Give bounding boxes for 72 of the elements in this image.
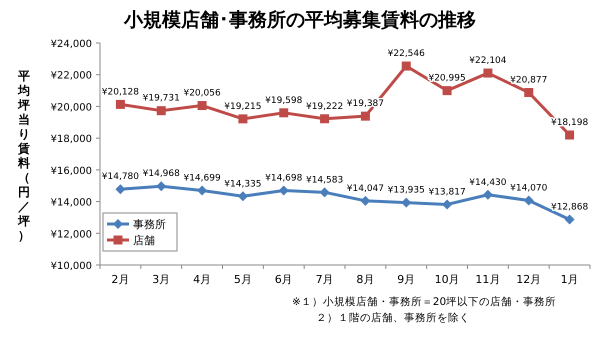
data-label: ¥14,780 [102, 172, 140, 182]
y-tick-label: ¥14,000 [50, 198, 92, 209]
data-label: ¥14,070 [510, 183, 548, 194]
point [238, 191, 248, 202]
data-label: ¥14,047 [346, 184, 384, 194]
chart-title: 小規模店舗･事務所の平均募集賃料の推移 [123, 9, 476, 31]
data-label: ¥20,128 [102, 87, 140, 98]
point [482, 190, 493, 200]
x-tick-label: 4月 [193, 273, 212, 286]
data-label: ¥14,698 [265, 174, 303, 184]
data-label: ¥14,968 [142, 169, 180, 180]
y-tick-label: ¥20,000 [50, 102, 92, 114]
point [524, 195, 534, 206]
point [360, 112, 370, 121]
x-tick-label: 5月 [234, 273, 252, 286]
data-label: ¥19,731 [142, 94, 180, 104]
x-tick-label: 7月 [316, 273, 334, 286]
x-tick-label: 9月 [397, 273, 416, 286]
point [565, 130, 574, 140]
point [198, 101, 207, 110]
x-tick-label: 8月 [356, 273, 374, 286]
point [483, 68, 492, 78]
point [401, 198, 412, 208]
data-label: ¥14,335 [224, 179, 262, 190]
legend-label: 事務所 [133, 218, 166, 231]
data-label: ¥13,935 [388, 186, 425, 196]
x-tick-label: 6月 [274, 273, 293, 286]
point [279, 108, 288, 118]
point [238, 114, 248, 124]
data-label: ¥19,222 [306, 102, 344, 112]
data-label: ¥12,868 [550, 202, 588, 213]
data-label: ¥19,215 [224, 102, 262, 112]
y-tick-label: ¥24,000 [50, 39, 92, 50]
x-tick-label: 12月 [516, 273, 542, 286]
data-label: ¥13,817 [428, 187, 466, 198]
data-label: ¥20,056 [183, 88, 221, 99]
y-tick-label: ¥18,000 [50, 134, 92, 146]
point [360, 196, 370, 206]
x-tick-label: 11月 [475, 273, 500, 286]
point [156, 106, 166, 116]
point [442, 199, 452, 210]
point [116, 100, 125, 109]
data-label: ¥14,583 [306, 175, 344, 186]
text: ※１）小規模店舗・事務所＝20坪以下の店舗・事務所 [292, 295, 556, 308]
text: ２）１階の店舗、事務所を除く [316, 311, 470, 324]
y-tick-label: ¥16,000 [50, 166, 92, 177]
x-tick-label: 1月 [560, 273, 579, 286]
y-tick-label: ¥22,000 [50, 70, 92, 82]
data-label: ¥20,995 [428, 74, 466, 84]
point [278, 186, 289, 196]
point [115, 184, 126, 194]
data-label: ¥22,104 [469, 56, 507, 66]
data-label: ¥20,877 [510, 76, 548, 86]
point [442, 86, 452, 96]
point [156, 181, 166, 192]
point [197, 185, 208, 196]
y-tick-label: ¥10,000 [50, 261, 92, 272]
data-label: ¥14,430 [469, 178, 507, 188]
data-label: ¥19,598 [265, 96, 303, 106]
x-tick-label: 10月 [434, 273, 460, 286]
point [564, 214, 575, 225]
x-tick-label: 3月 [152, 273, 170, 286]
point [402, 62, 411, 71]
y-tick-label: ¥12,000 [50, 229, 92, 240]
data-label: ¥22,546 [388, 49, 426, 60]
text: 平均坪当り賃料（円／坪） [18, 69, 30, 242]
x-tick-label: 2月 [111, 273, 130, 286]
data-label: ¥14,699 [183, 173, 221, 184]
point [524, 88, 534, 98]
point [320, 187, 330, 198]
point [320, 114, 330, 124]
legend-label: 店舗 [133, 234, 155, 247]
